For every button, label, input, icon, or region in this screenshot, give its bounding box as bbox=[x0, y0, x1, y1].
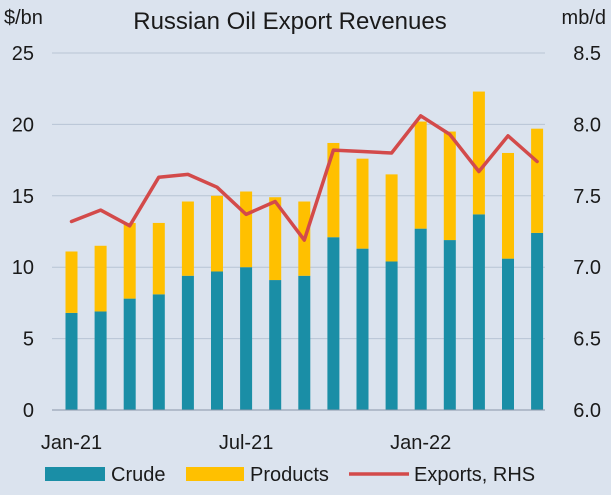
line-exports-rhs bbox=[69, 114, 539, 242]
legend-swatch-crude bbox=[45, 467, 105, 481]
bar-crude bbox=[531, 232, 544, 410]
y-left-tick-label: 25 bbox=[12, 43, 34, 65]
chart-title: Russian Oil Export Revenues bbox=[133, 8, 446, 35]
x-tick-label: Jul-21 bbox=[219, 432, 273, 454]
bar-crude bbox=[123, 298, 136, 410]
exports-line bbox=[69, 114, 539, 242]
y-axis-left-unit: $/bn bbox=[4, 7, 43, 29]
bar-products bbox=[472, 91, 485, 215]
bar-products bbox=[211, 195, 223, 272]
bar-products bbox=[385, 174, 398, 262]
y-axis-left: 0 5 10 15 20 25 bbox=[12, 43, 34, 422]
legend-label-crude: Crude bbox=[111, 464, 165, 486]
bar-crude bbox=[181, 275, 194, 410]
bar-products bbox=[327, 142, 340, 238]
bar-products bbox=[531, 128, 544, 233]
bar-products bbox=[123, 222, 136, 299]
bar-products bbox=[443, 131, 456, 241]
x-axis: Jan-21 Jul-21 Jan-22 bbox=[41, 409, 545, 454]
bar-crude bbox=[385, 261, 398, 410]
bar-products bbox=[94, 245, 107, 312]
bar-crude bbox=[298, 275, 311, 410]
bar-products bbox=[240, 191, 253, 268]
bar-crude bbox=[414, 228, 427, 410]
y-axis-right: 6.0 6.5 7.0 7.5 8.0 8.5 bbox=[573, 43, 601, 422]
bar-crude bbox=[443, 240, 456, 410]
legend-label-products: Products bbox=[250, 464, 329, 486]
bar-crude bbox=[269, 280, 282, 410]
y-left-tick-label: 10 bbox=[12, 257, 34, 279]
bars bbox=[65, 91, 544, 410]
legend-swatch-products bbox=[186, 467, 244, 481]
bar-products bbox=[414, 121, 427, 229]
x-tick-label: Jan-22 bbox=[390, 432, 451, 454]
x-tick-label: Jan-21 bbox=[41, 432, 102, 454]
y-right-tick-label: 6.5 bbox=[573, 329, 601, 351]
y-left-tick-label: 20 bbox=[12, 114, 34, 136]
legend: Crude Products Exports, RHS bbox=[45, 464, 535, 486]
y-axis-right-unit: mb/d bbox=[562, 7, 606, 29]
bar-crude bbox=[327, 237, 340, 410]
bar-products bbox=[502, 152, 514, 259]
y-left-tick-label: 0 bbox=[23, 400, 34, 422]
bar-products bbox=[65, 251, 78, 313]
bar-products bbox=[356, 158, 369, 249]
y-right-tick-label: 8.0 bbox=[573, 114, 601, 136]
bar-crude bbox=[356, 248, 369, 410]
bar-crude bbox=[94, 311, 107, 410]
bar-products bbox=[269, 197, 282, 281]
y-right-tick-label: 6.0 bbox=[573, 400, 601, 422]
bar-crude bbox=[472, 214, 485, 410]
y-right-tick-label: 7.0 bbox=[573, 257, 601, 279]
y-left-tick-label: 5 bbox=[23, 329, 34, 351]
y-left-tick-label: 15 bbox=[12, 186, 34, 208]
y-right-tick-label: 8.5 bbox=[573, 43, 601, 65]
y-right-tick-label: 7.5 bbox=[573, 186, 601, 208]
bar-crude bbox=[502, 258, 514, 410]
legend-label-exports: Exports, RHS bbox=[414, 464, 535, 486]
bar-products bbox=[152, 222, 165, 295]
bar-crude bbox=[211, 271, 223, 410]
bar-crude bbox=[240, 267, 253, 410]
bar-products bbox=[181, 201, 194, 276]
bar-crude bbox=[152, 294, 165, 410]
bar-crude bbox=[65, 312, 78, 410]
